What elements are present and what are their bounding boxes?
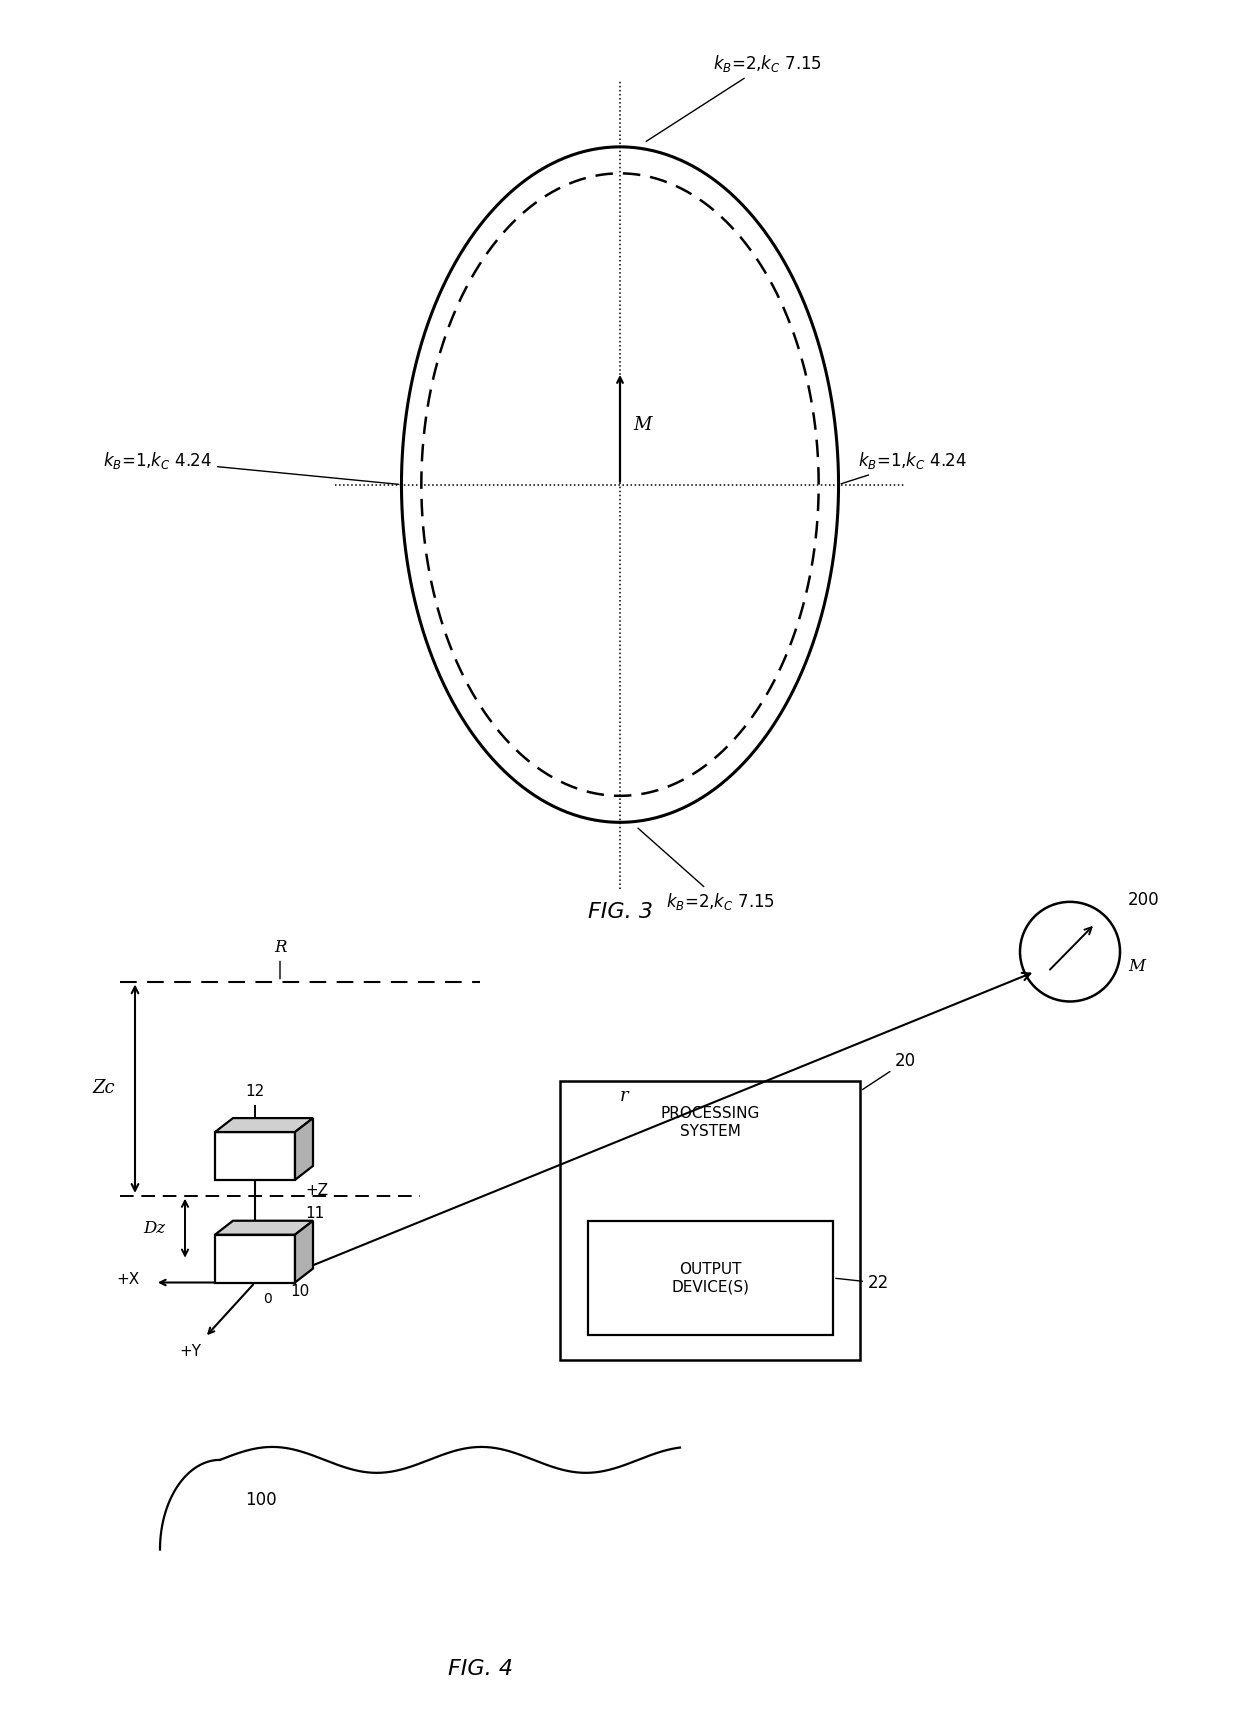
Text: $k_B$=1,$k_C$ 4.24: $k_B$=1,$k_C$ 4.24 [841,451,967,483]
Text: PROCESSING
SYSTEM: PROCESSING SYSTEM [661,1106,760,1138]
Text: OUTPUT
DEVICE(S): OUTPUT DEVICE(S) [672,1262,749,1294]
Polygon shape [295,1220,312,1282]
Polygon shape [215,1118,312,1131]
Polygon shape [215,1131,295,1179]
Text: 200: 200 [1128,891,1159,908]
Text: 10: 10 [290,1284,309,1299]
Polygon shape [215,1234,295,1282]
Text: 100: 100 [246,1491,277,1508]
Text: +Z: +Z [305,1183,329,1198]
Text: 12: 12 [246,1085,264,1099]
FancyBboxPatch shape [560,1082,861,1361]
Text: FIG. 3: FIG. 3 [588,902,652,922]
Text: Dz: Dz [143,1220,165,1238]
Polygon shape [295,1118,312,1179]
Text: +Y: +Y [179,1344,201,1359]
Text: 20: 20 [862,1052,916,1090]
Text: r: r [620,1087,629,1106]
Polygon shape [215,1220,312,1234]
Text: R: R [274,939,286,979]
FancyBboxPatch shape [588,1220,833,1335]
Text: +X: +X [117,1272,140,1287]
Text: $k_B$=2,$k_C$ 7.15: $k_B$=2,$k_C$ 7.15 [637,828,775,912]
Text: $k_B$=1,$k_C$ 4.24: $k_B$=1,$k_C$ 4.24 [103,451,399,485]
Text: 0: 0 [263,1292,272,1306]
Text: M: M [1128,958,1145,975]
Text: M: M [634,417,651,434]
Text: FIG. 4: FIG. 4 [448,1659,512,1680]
Text: 11: 11 [305,1205,324,1220]
Text: 22: 22 [836,1274,889,1292]
Text: $k_B$=2,$k_C$ 7.15: $k_B$=2,$k_C$ 7.15 [646,53,822,141]
Text: Zc: Zc [92,1080,115,1097]
